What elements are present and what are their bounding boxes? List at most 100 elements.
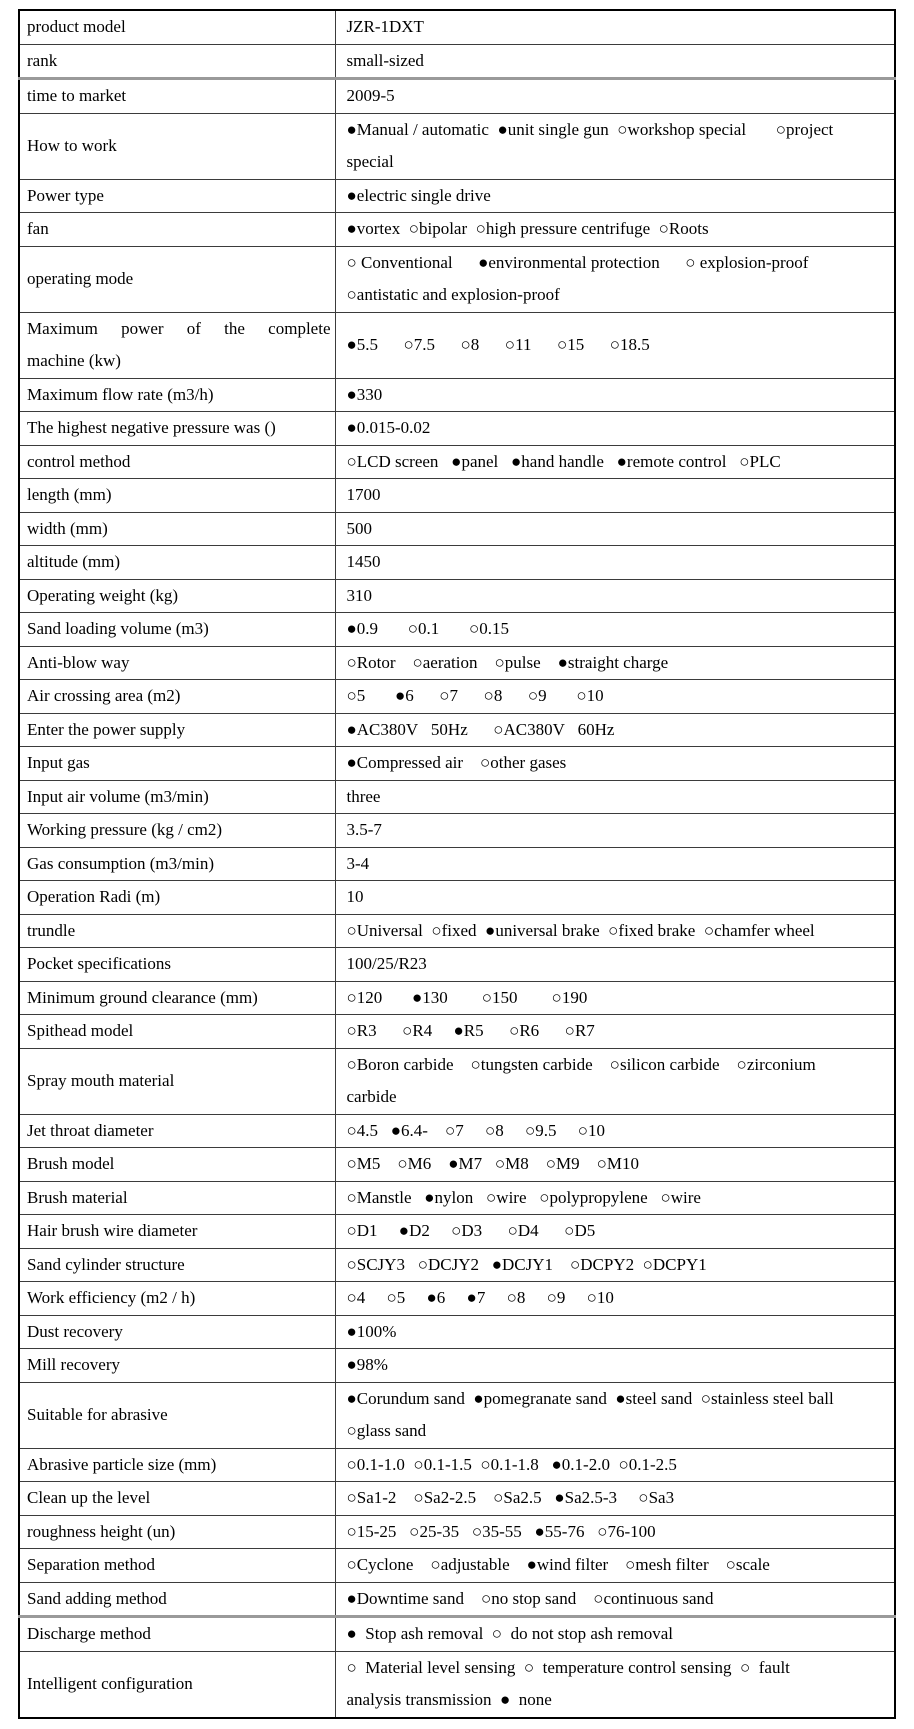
table-row: Clean up the level ○Sa1-2 ○Sa2-2.5 ○Sa2.5… (18, 1481, 896, 1516)
table-row: Brush model ○M5 ○M6 ●M7 ○M8 ○M9 ○M10 (18, 1147, 896, 1182)
spec-value: ○Cyclone ○adjustable ●wind filter ○mesh … (334, 1548, 896, 1583)
spec-label: Power type (18, 178, 336, 213)
spec-label: Abrasive particle size (mm) (18, 1447, 336, 1482)
spec-label: Hair brush wire diameter (18, 1214, 336, 1249)
spec-label: Maximum flow rate (m3/h) (18, 377, 336, 412)
spec-label: Sand cylinder structure (18, 1247, 336, 1282)
spec-value: ●Corundum sand ●pomegranate sand ●steel … (334, 1381, 896, 1449)
spec-label: Sand loading volume (m3) (18, 612, 336, 647)
spec-value: 100/25/R23 (334, 947, 896, 982)
spec-label: operating mode (18, 245, 336, 313)
table-row: Operating weight (kg) 310 (18, 578, 896, 613)
spec-label: Operation Radi (m) (18, 880, 336, 915)
spec-label: Operating weight (kg) (18, 578, 336, 613)
table-row: Sand cylinder structure ○SCJY3 ○DCJY2 ●DC… (18, 1247, 896, 1282)
spec-value: ○4.5 ●6.4- ○7 ○8 ○9.5 ○10 (334, 1113, 896, 1148)
table-row: Spray mouth material ○Boron carbide ○tung… (18, 1047, 896, 1115)
spec-label: rank (18, 43, 336, 79)
spec-label: width (mm) (18, 511, 336, 546)
spec-value: ○Rotor ○aeration ○pulse ●straight charge (334, 645, 896, 680)
spec-value: ● Stop ash removal ○ do not stop ash rem… (334, 1615, 896, 1652)
spec-value: ●330 (334, 377, 896, 412)
table-row: Working pressure (kg / cm2) 3.5-7 (18, 813, 896, 848)
table-row: rank small-sized (18, 43, 896, 79)
table-row: trundle ○Universal ○fixed ●universal brak… (18, 913, 896, 948)
table-row: Abrasive particle size (mm) ○0.1-1.0 ○0.1… (18, 1447, 896, 1482)
spec-label: Pocket specifications (18, 947, 336, 982)
table-row: Maximum flow rate (m3/h) ●330 (18, 377, 896, 412)
spec-label: Input gas (18, 746, 336, 781)
spec-value: ●vortex ○bipolar ○high pressure centrifu… (334, 212, 896, 247)
spec-label: Spray mouth material (18, 1047, 336, 1115)
table-row: Operation Radi (m) 10 (18, 880, 896, 915)
spec-label: Sand adding method (18, 1581, 336, 1617)
spec-value: 1700 (334, 478, 896, 513)
spec-value: ○D1 ●D2 ○D3 ○D4 ○D5 (334, 1214, 896, 1249)
spec-label: Clean up the level (18, 1481, 336, 1516)
table-row: time to market 2009-5 (18, 77, 896, 114)
table-row: Separation method ○Cyclone ○adjustable ●w… (18, 1548, 896, 1583)
spec-value: 500 (334, 511, 896, 546)
table-row: product model JZR-1DXT (18, 9, 896, 45)
spec-label: Air crossing area (m2) (18, 679, 336, 714)
spec-label: Suitable for abrasive (18, 1381, 336, 1449)
spec-label: Maximum power of the complete machine (k… (18, 311, 336, 379)
table-row: altitude (mm) 1450 (18, 545, 896, 580)
spec-value: ○SCJY3 ○DCJY2 ●DCJY1 ○DCPY2 ○DCPY1 (334, 1247, 896, 1282)
table-row: Work efficiency (m2 / h) ○4 ○5 ●6 ●7 ○8 ○… (18, 1281, 896, 1316)
spec-label: length (mm) (18, 478, 336, 513)
spec-value: ○Sa1-2 ○Sa2-2.5 ○Sa2.5 ●Sa2.5-3 ○Sa3 (334, 1481, 896, 1516)
spec-value: ●0.9 ○0.1 ○0.15 (334, 612, 896, 647)
spec-label: Input air volume (m3/min) (18, 779, 336, 814)
spec-value: ○15-25 ○25-35 ○35-55 ●55-76 ○76-100 (334, 1514, 896, 1549)
table-row: Dust recovery ●100% (18, 1314, 896, 1349)
product-spec-table: product model JZR-1DXT rank small-sized time… (18, 9, 896, 1719)
table-row: width (mm) 500 (18, 511, 896, 546)
spec-label: Mill recovery (18, 1348, 336, 1383)
spec-label: Jet throat diameter (18, 1113, 336, 1148)
spec-value: ●Compressed air ○other gases (334, 746, 896, 781)
table-row: Gas consumption (m3/min) 3-4 (18, 846, 896, 881)
spec-value: ●Downtime sand ○no stop sand ○continuous… (334, 1581, 896, 1617)
table-row: Discharge method ● Stop ash removal ○ do … (18, 1615, 896, 1652)
table-row: Hair brush wire diameter ○D1 ●D2 ○D3 ○D4 … (18, 1214, 896, 1249)
spec-label: Brush material (18, 1180, 336, 1215)
table-row: Anti-blow way ○Rotor ○aeration ○pulse ●st… (18, 645, 896, 680)
spec-value: ○0.1-1.0 ○0.1-1.5 ○0.1-1.8 ●0.1-2.0 ○0.1… (334, 1447, 896, 1482)
table-row: Suitable for abrasive ●Corundum sand ●pom… (18, 1381, 896, 1449)
spec-value: 310 (334, 578, 896, 613)
table-row: Power type ●electric single drive (18, 178, 896, 213)
spec-label: fan (18, 212, 336, 247)
spec-label: product model (18, 9, 336, 45)
spec-label: Brush model (18, 1147, 336, 1182)
spec-label: Dust recovery (18, 1314, 336, 1349)
spec-value: small-sized (334, 43, 896, 79)
spec-label: time to market (18, 77, 336, 114)
spec-value: 3.5-7 (334, 813, 896, 848)
spec-label: Gas consumption (m3/min) (18, 846, 336, 881)
spec-value: ●98% (334, 1348, 896, 1383)
table-row: fan ●vortex ○bipolar ○high pressure centr… (18, 212, 896, 247)
spec-value: JZR-1DXT (334, 9, 896, 45)
table-row: Sand loading volume (m3) ●0.9 ○0.1 ○0.15 (18, 612, 896, 647)
spec-value: ○R3 ○R4 ●R5 ○R6 ○R7 (334, 1014, 896, 1049)
spec-value: 1450 (334, 545, 896, 580)
table-row: length (mm) 1700 (18, 478, 896, 513)
spec-label: Spithead model (18, 1014, 336, 1049)
table-row: Minimum ground clearance (mm) ○120 ●130 ○… (18, 980, 896, 1015)
table-row: Mill recovery ●98% (18, 1348, 896, 1383)
spec-value: ●5.5 ○7.5 ○8 ○11 ○15 ○18.5 (334, 311, 896, 379)
spec-label: Intelligent configuration (18, 1650, 336, 1718)
table-row: How to work ●Manual / automatic ●unit sin… (18, 112, 896, 180)
spec-value: 2009-5 (334, 77, 896, 114)
spec-table-body: product model JZR-1DXT rank small-sized time… (18, 9, 896, 1718)
spec-label: Anti-blow way (18, 645, 336, 680)
spec-value: ○Universal ○fixed ●universal brake ○fixe… (334, 913, 896, 948)
spec-label: altitude (mm) (18, 545, 336, 580)
table-row: Input gas ●Compressed air ○other gases (18, 746, 896, 781)
table-row: Maximum power of the complete machine (k… (18, 311, 896, 379)
spec-value: ○M5 ○M6 ●M7 ○M8 ○M9 ○M10 (334, 1147, 896, 1182)
table-row: operating mode ○ Conventional ●environmen… (18, 245, 896, 313)
spec-value: ○120 ●130 ○150 ○190 (334, 980, 896, 1015)
